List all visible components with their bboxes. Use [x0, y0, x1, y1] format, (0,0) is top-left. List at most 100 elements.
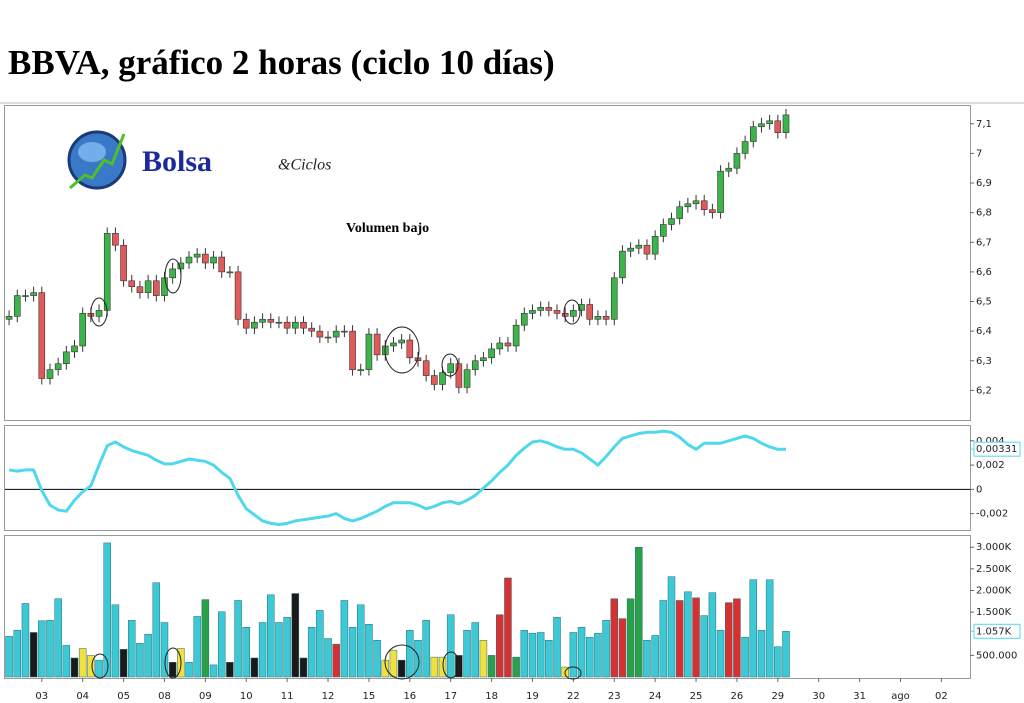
oscillator-panel	[4, 425, 971, 531]
volume-bar	[602, 620, 610, 678]
volume-bar	[250, 657, 259, 678]
x-tick-label: 05	[117, 691, 130, 702]
x-tick-label: 10	[240, 691, 253, 702]
volume-bar	[725, 602, 733, 678]
volume-bar	[757, 630, 766, 678]
candle-body	[169, 268, 176, 279]
volume-bar	[782, 631, 790, 678]
candle-body	[521, 313, 528, 326]
volume-bar	[291, 593, 300, 678]
y-tick-label: 1.500K	[976, 607, 1012, 618]
x-tick-label: 23	[608, 691, 621, 702]
candle-body	[398, 339, 405, 344]
volume-bar	[741, 636, 749, 678]
x-tick-label: 26	[731, 691, 744, 702]
volume-bar	[659, 600, 668, 678]
y-tick-label: 0,004	[976, 436, 1005, 447]
y-tick-label: 2.000K	[976, 585, 1012, 596]
volume-bar	[95, 659, 103, 678]
x-tick-label: 22	[567, 691, 580, 702]
y-tick-label: 0	[976, 484, 982, 495]
volume-bar	[234, 600, 242, 678]
highlight	[384, 644, 420, 680]
volume-bar	[13, 630, 22, 678]
volume-bar	[160, 622, 169, 678]
candle-body	[529, 310, 536, 314]
candle-body	[660, 224, 667, 237]
marks: 6,2 6,3 6,4 6,5 6,6 6,7 6,8 6,9 7 7,1 -0,002 0 0,002…	[5, 108, 1021, 702]
highlight	[384, 326, 420, 374]
volume-bar	[651, 635, 659, 678]
volume-bar	[553, 617, 561, 678]
volume-bar	[185, 662, 193, 678]
candle-body	[782, 114, 790, 133]
logo-suffix: &Ciclos	[278, 157, 331, 174]
volume-panel	[4, 535, 971, 679]
x-tick-label: 17	[444, 691, 457, 702]
volume-bar	[716, 630, 725, 678]
volume-bar	[242, 627, 250, 678]
candle-body	[103, 233, 111, 311]
candle-body	[709, 209, 716, 213]
volume-bar	[675, 600, 684, 678]
volume-bar	[692, 597, 700, 678]
y-tick-label: 6,4	[976, 326, 992, 337]
x-tick-label: 25	[690, 691, 703, 702]
volume-bar	[5, 636, 13, 678]
x-tick-label: 03	[35, 691, 48, 702]
candle-body	[406, 339, 414, 359]
candle-body	[463, 369, 471, 388]
candle-body	[488, 348, 495, 359]
volume-bar	[267, 594, 275, 678]
candle-body	[619, 250, 626, 279]
y-tick-label: 2.500K	[976, 564, 1012, 575]
volume-bar	[54, 598, 62, 678]
candle-body	[71, 345, 78, 353]
candle-body	[128, 280, 136, 287]
volume-bar	[708, 592, 717, 678]
candle-body	[13, 295, 21, 317]
volume-bar	[29, 632, 38, 678]
candle-body	[668, 218, 675, 225]
y-tick-label: 6,2	[976, 385, 992, 396]
volume-bar	[667, 576, 676, 678]
candle-body	[512, 324, 520, 347]
candle-body	[602, 316, 610, 320]
x-tick-label: 16	[403, 691, 416, 702]
candle-body	[79, 313, 86, 347]
y-tick-label: 6,5	[976, 297, 992, 308]
y-tick-label: 6,8	[976, 208, 992, 219]
candle-body	[136, 286, 144, 293]
candle-body	[578, 304, 585, 311]
candle-body	[504, 342, 512, 347]
candle-body	[741, 141, 749, 154]
candle-body	[38, 292, 46, 379]
highlight	[441, 353, 459, 377]
candle-body	[496, 342, 504, 350]
x-tick-label: 31	[853, 691, 866, 702]
highlight	[564, 666, 582, 680]
candle-body	[692, 200, 700, 205]
volume-bar	[520, 630, 529, 678]
candle-body	[365, 333, 373, 370]
volume-bar	[307, 627, 316, 678]
highlight	[563, 299, 581, 325]
highlight	[91, 653, 109, 679]
volume-bar	[626, 598, 635, 678]
volume-bar	[316, 610, 324, 678]
candle-body	[242, 318, 250, 329]
candle-body	[202, 253, 209, 264]
volume-bar	[594, 633, 602, 678]
volume-bar	[389, 649, 398, 678]
y-tick-label: 6,3	[976, 356, 992, 367]
highlight	[164, 647, 182, 679]
candle-body	[758, 123, 765, 128]
x-tick-label: 24	[649, 691, 662, 702]
candle-body	[46, 369, 54, 379]
last-value-label: 0,00331	[976, 444, 1017, 455]
candle-body	[193, 253, 201, 258]
volume-bar	[21, 603, 30, 678]
y-tick-label: 6,6	[976, 267, 992, 278]
volume-bar	[217, 611, 226, 678]
